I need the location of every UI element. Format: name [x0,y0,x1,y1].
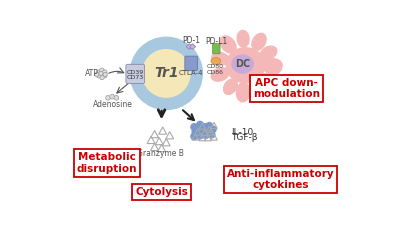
Circle shape [142,49,191,98]
Text: Granzyme B: Granzyme B [137,149,184,158]
Text: Tr1: Tr1 [154,66,178,80]
Ellipse shape [220,36,236,53]
Polygon shape [186,44,192,49]
Circle shape [202,132,209,138]
Circle shape [114,96,119,100]
Ellipse shape [211,68,229,81]
Ellipse shape [211,58,221,65]
Circle shape [96,70,101,75]
Ellipse shape [231,55,254,74]
Circle shape [210,126,216,133]
Circle shape [206,123,212,129]
Circle shape [198,127,204,134]
Ellipse shape [260,46,277,60]
Text: IL-10: IL-10 [232,128,254,137]
Text: Adenosine: Adenosine [93,100,132,109]
Circle shape [102,73,107,78]
Circle shape [110,94,114,99]
Circle shape [102,70,107,75]
Text: APC down-
modulation: APC down- modulation [253,78,320,99]
Circle shape [103,72,107,77]
Circle shape [201,124,208,130]
Circle shape [106,96,110,100]
Ellipse shape [226,48,265,83]
Ellipse shape [263,61,282,74]
Ellipse shape [237,31,249,47]
Circle shape [130,37,202,110]
Circle shape [99,71,103,75]
Text: Cytolysis: Cytolysis [135,187,188,197]
Circle shape [96,73,101,78]
Text: CTLA-4: CTLA-4 [179,70,203,76]
Circle shape [197,132,203,139]
Text: DC: DC [235,59,250,69]
Text: CD73: CD73 [127,75,144,80]
Ellipse shape [250,81,263,97]
Circle shape [208,131,215,138]
Circle shape [191,124,198,130]
Text: PD-L1: PD-L1 [205,38,228,46]
Polygon shape [190,44,196,49]
Text: Metabolic
disruption: Metabolic disruption [76,152,137,174]
Circle shape [204,128,210,134]
Text: PD-1: PD-1 [182,36,200,45]
Ellipse shape [260,74,275,87]
Text: ATP: ATP [85,69,99,78]
Ellipse shape [212,52,229,65]
Text: CD80
CD86: CD80 CD86 [206,64,223,75]
Text: TGF-β: TGF-β [232,134,258,142]
Ellipse shape [263,59,282,72]
FancyBboxPatch shape [126,64,144,83]
Circle shape [191,133,198,140]
Text: CD39: CD39 [127,70,144,75]
Circle shape [192,128,199,135]
FancyBboxPatch shape [212,44,220,54]
Circle shape [197,121,203,128]
Circle shape [95,72,99,77]
Ellipse shape [236,83,250,102]
Circle shape [100,75,104,80]
Ellipse shape [252,33,266,50]
Text: Anti-inflammatory
cytokines: Anti-inflammatory cytokines [226,169,334,190]
Ellipse shape [224,79,237,94]
Circle shape [100,68,104,73]
FancyBboxPatch shape [185,56,198,71]
